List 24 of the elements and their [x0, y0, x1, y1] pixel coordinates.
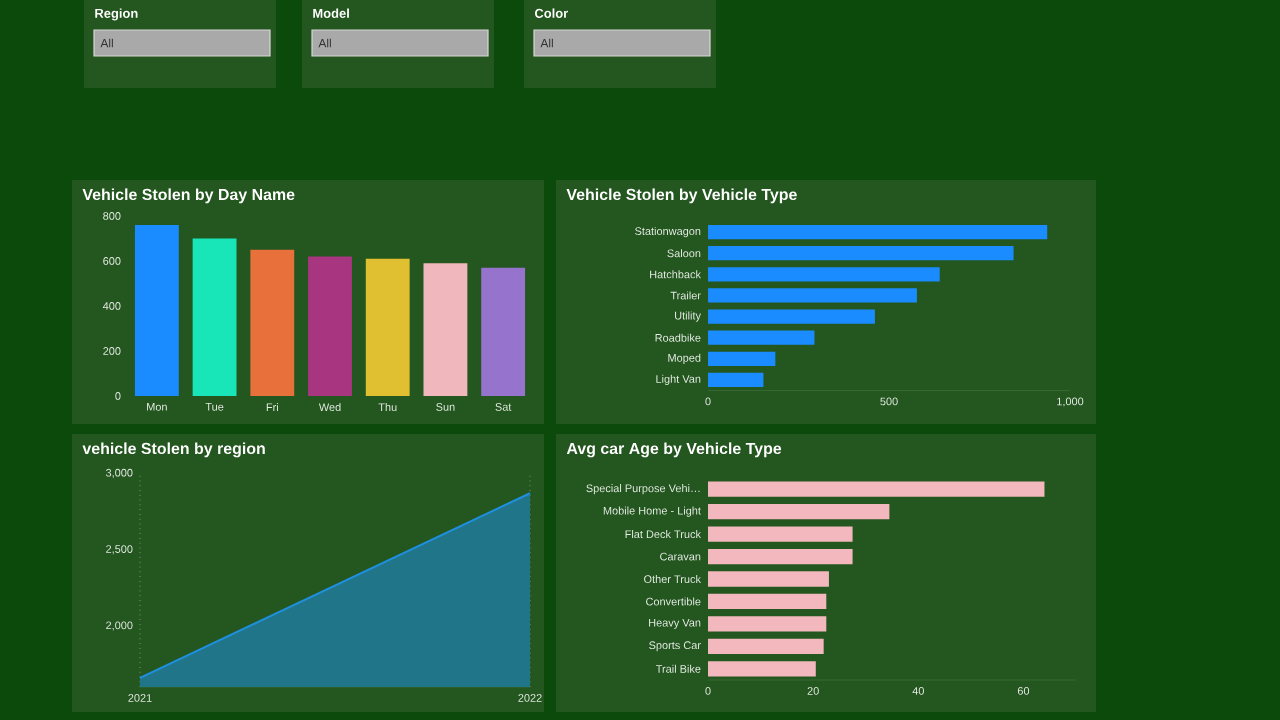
bar — [708, 593, 827, 610]
bar — [708, 504, 890, 520]
bar — [365, 258, 410, 396]
bar — [708, 548, 853, 565]
bar — [708, 616, 827, 632]
bar — [708, 481, 1045, 497]
bar — [708, 638, 824, 654]
bar — [708, 661, 816, 677]
bar — [250, 249, 295, 396]
bar — [134, 225, 179, 396]
bar — [708, 309, 875, 324]
bar — [423, 263, 468, 396]
bar — [308, 256, 352, 396]
bar — [708, 267, 940, 282]
bar — [708, 224, 1048, 240]
bar — [708, 246, 1014, 261]
bar — [192, 238, 237, 396]
bar — [708, 526, 853, 542]
bar — [708, 288, 917, 303]
bar — [708, 351, 776, 366]
bar — [708, 372, 764, 388]
bar — [708, 571, 829, 587]
bar — [481, 267, 526, 396]
bar — [708, 330, 815, 345]
